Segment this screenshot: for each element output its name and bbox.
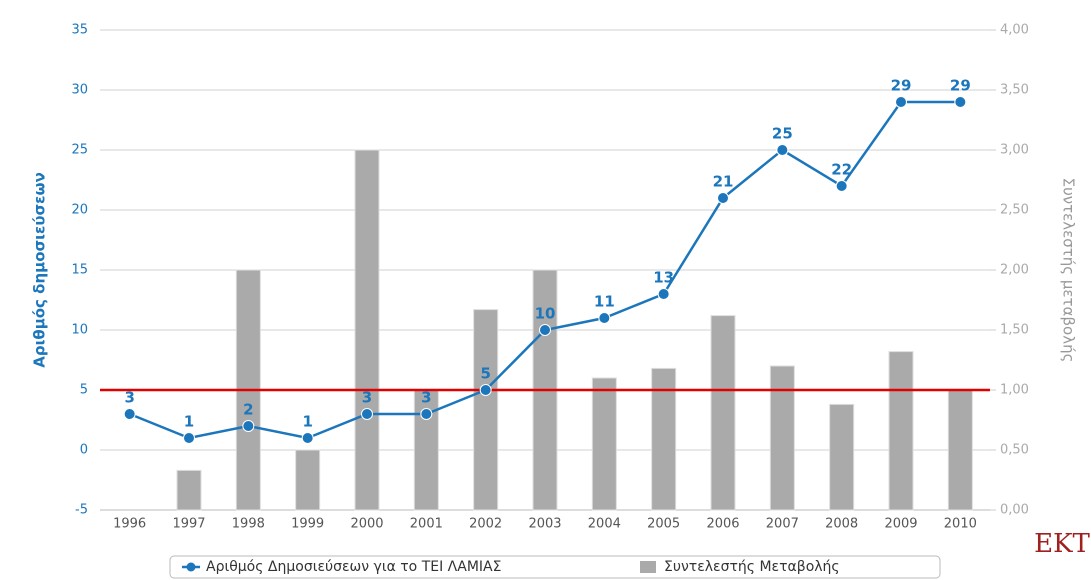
x-tick-label: 1996: [113, 517, 146, 532]
bar: [354, 149, 380, 511]
point: [479, 384, 492, 396]
legend-label: Συντελεστής Μεταβολής: [664, 559, 840, 575]
y2-tick-label: 2,50: [1000, 203, 1029, 218]
x-tick-label: 1999: [291, 517, 324, 532]
y2-tick-label: 2,00: [1000, 263, 1029, 278]
point: [954, 96, 967, 108]
point: [657, 288, 670, 300]
y-tick-label: -5: [75, 503, 88, 518]
bar: [473, 309, 499, 511]
y2-tick-label: 3,00: [1000, 143, 1029, 158]
y-tick-label: 0: [80, 443, 88, 458]
data-label: 3: [124, 389, 134, 407]
bar: [710, 315, 736, 511]
data-label: 13: [653, 269, 674, 287]
y2-axis-label: Συντελεστής μεταβολής: [1060, 178, 1078, 363]
x-tick-label: 2007: [766, 517, 799, 532]
x-tick-label: 1997: [172, 517, 205, 532]
bar: [947, 389, 973, 511]
y-tick-label: 30: [71, 83, 88, 98]
x-tick-label: 2004: [588, 517, 621, 532]
y-tick-label: 5: [80, 383, 88, 398]
data-label: 2: [243, 401, 253, 419]
point: [183, 432, 195, 444]
y-tick-label: 25: [71, 143, 88, 158]
y-tick-label: 35: [71, 23, 88, 38]
data-label: 11: [594, 293, 615, 311]
x-tick-label: 2009: [884, 517, 917, 532]
data-label: 3: [421, 389, 431, 407]
bar: [176, 469, 202, 511]
legend-swatch: [640, 561, 656, 573]
point: [895, 96, 907, 108]
x-tick-label: 2006: [706, 517, 739, 532]
data-label: 29: [891, 77, 912, 95]
logo: EKT: [1034, 529, 1090, 559]
bar: [295, 449, 321, 511]
data-label: 29: [950, 77, 971, 95]
point: [242, 420, 255, 432]
data-label: 1: [184, 413, 194, 431]
point: [420, 408, 433, 420]
bar: [651, 367, 677, 511]
data-label: 21: [713, 173, 734, 191]
bar: [888, 351, 914, 511]
legend-swatch: [186, 562, 196, 572]
point: [123, 408, 136, 420]
x-tick-label: 2005: [647, 517, 680, 532]
bar: [769, 365, 795, 511]
y2-tick-label: 0,50: [1000, 443, 1029, 458]
legend-box: [169, 555, 941, 579]
x-tick-label: 2002: [469, 517, 502, 532]
y2-tick-label: 0,00: [1000, 503, 1029, 518]
data-label: 1: [302, 413, 312, 431]
data-label: 10: [535, 305, 556, 323]
legend-label: Αριθμός Δημοσιεύσεων για το ΤΕΙ ΛΑΜΙΑΣ: [206, 559, 501, 575]
bar: [591, 377, 617, 511]
bar: [829, 403, 855, 511]
y2-tick-label: 1,00: [1000, 383, 1029, 398]
y2-tick-label: 4,00: [1000, 23, 1029, 38]
x-tick-label: 1998: [232, 517, 265, 532]
data-label: 3: [362, 389, 372, 407]
data-label: 22: [831, 161, 852, 179]
x-tick-label: 2010: [944, 517, 977, 532]
x-tick-label: 2003: [528, 517, 561, 532]
data-label: 5: [480, 365, 490, 383]
point: [539, 324, 551, 336]
point: [835, 180, 848, 192]
y2-tick-label: 3,50: [1000, 83, 1029, 98]
point: [301, 432, 314, 444]
point: [361, 408, 373, 420]
x-tick-label: 2001: [410, 517, 443, 532]
y2-tick-label: 1,50: [1000, 323, 1029, 338]
point: [717, 192, 729, 204]
point: [598, 312, 611, 324]
y-tick-label: 20: [71, 203, 88, 218]
data-label: 25: [772, 125, 793, 143]
x-tick-label: 2008: [825, 517, 858, 532]
y-axis-label: Αριθμός δημοσιεύσεων: [31, 172, 49, 368]
y-tick-label: 15: [71, 263, 88, 278]
y-tick-label: 10: [71, 323, 88, 338]
point: [776, 144, 789, 156]
x-tick-label: 2000: [350, 517, 383, 532]
